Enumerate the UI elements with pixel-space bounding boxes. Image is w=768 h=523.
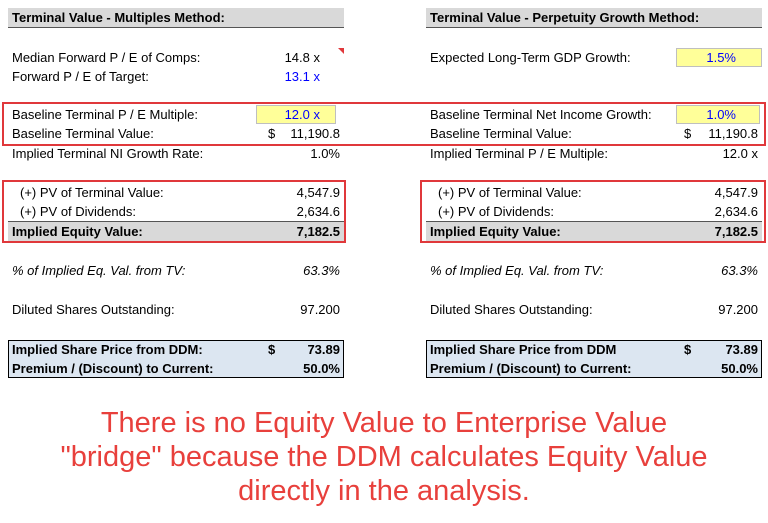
gdp-growth-value[interactable]: 1.5% bbox=[706, 50, 736, 65]
right-implied-equity-value-row[interactable]: Implied Equity Value: 7,182.5 bbox=[426, 221, 762, 241]
footnote-line-3: directly in the analysis. bbox=[238, 475, 530, 507]
terminal-ni-growth-row[interactable]: Baseline Terminal Net Income Growth: 1.0… bbox=[426, 105, 762, 124]
terminal-ni-growth-value[interactable]: 1.0% bbox=[706, 107, 736, 122]
target-pe-label: Forward P / E of Target: bbox=[12, 69, 149, 84]
pv-terminal-value-value[interactable]: 4,547.9 bbox=[296, 185, 340, 200]
right-pv-terminal-value-label: (+) PV of Terminal Value: bbox=[438, 185, 582, 200]
implied-terminal-pe-value[interactable]: 12.0 x bbox=[722, 146, 758, 161]
baseline-tv-value[interactable]: 11,190.8 bbox=[290, 126, 340, 141]
right-premium-discount-row[interactable]: Premium / (Discount) to Current: 50.0% bbox=[426, 359, 762, 378]
right-premium-discount-label: Premium / (Discount) to Current: bbox=[430, 361, 632, 376]
multiples-header-row: Terminal Value - Multiples Method: bbox=[8, 8, 344, 28]
implied-ni-growth-label: Implied Terminal NI Growth Rate: bbox=[12, 146, 204, 161]
pct-from-tv-value[interactable]: 63.3% bbox=[303, 263, 340, 278]
gdp-growth-input-cell[interactable] bbox=[676, 48, 762, 67]
diluted-shares-value[interactable]: 97.200 bbox=[300, 302, 340, 317]
right-pct-from-tv-row[interactable]: % of Implied Eq. Val. from TV: 63.3% bbox=[426, 261, 762, 280]
right-baseline-tv-row[interactable]: Baseline Terminal Value: $ 11,190.8 bbox=[426, 124, 762, 143]
pct-from-tv-row[interactable]: % of Implied Eq. Val. from TV: 63.3% bbox=[8, 261, 344, 280]
right-pv-dividends-row[interactable]: (+) PV of Dividends: 2,634.6 bbox=[426, 202, 762, 221]
footnote-line-1: There is no Equity Value to Enterprise V… bbox=[100, 407, 668, 439]
right-implied-share-price-row[interactable]: Implied Share Price from DDM $ 73.89 bbox=[426, 340, 762, 359]
right-pct-from-tv-value[interactable]: 63.3% bbox=[721, 263, 758, 278]
diluted-shares-row[interactable]: Diluted Shares Outstanding: 97.200 bbox=[8, 300, 344, 319]
implied-equity-value-label: Implied Equity Value: bbox=[12, 224, 143, 239]
bridge-explanation-note: There is no Equity Value to Enterprise V… bbox=[0, 406, 768, 508]
gdp-growth-label: Expected Long-Term GDP Growth: bbox=[430, 50, 631, 65]
pv-dividends-value[interactable]: 2,634.6 bbox=[296, 204, 340, 219]
terminal-pe-multiple-label: Baseline Terminal P / E Multiple: bbox=[12, 107, 198, 122]
implied-share-price-row[interactable]: Implied Share Price from DDM: $ 73.89 bbox=[8, 340, 344, 359]
implied-terminal-pe-label: Implied Terminal P / E Multiple: bbox=[430, 146, 608, 161]
right-premium-discount-value[interactable]: 50.0% bbox=[721, 361, 758, 376]
terminal-ni-growth-label: Baseline Terminal Net Income Growth: bbox=[430, 107, 652, 122]
perpetuity-header: Terminal Value - Perpetuity Growth Metho… bbox=[430, 10, 700, 25]
right-diluted-shares-value[interactable]: 97.200 bbox=[718, 302, 758, 317]
premium-discount-value[interactable]: 50.0% bbox=[303, 361, 340, 376]
terminal-pe-multiple-value[interactable]: 12.0 x bbox=[284, 107, 320, 122]
right-implied-equity-value-label: Implied Equity Value: bbox=[430, 224, 561, 239]
footnote-line-2: "bridge" because the DDM calculates Equi… bbox=[60, 441, 708, 473]
pct-from-tv-label: % of Implied Eq. Val. from TV: bbox=[12, 263, 186, 278]
baseline-tv-row[interactable]: Baseline Terminal Value: $ 11,190.8 bbox=[8, 124, 344, 143]
right-diluted-shares-label: Diluted Shares Outstanding: bbox=[430, 302, 593, 317]
comment-indicator-icon[interactable] bbox=[338, 48, 344, 54]
right-share-price-result-box bbox=[426, 340, 762, 378]
baseline-tv-label: Baseline Terminal Value: bbox=[12, 126, 154, 141]
right-implied-equity-value-value[interactable]: 7,182.5 bbox=[714, 224, 758, 239]
right-implied-share-price-currency: $ bbox=[684, 342, 692, 357]
pv-terminal-value-label: (+) PV of Terminal Value: bbox=[20, 185, 164, 200]
pv-dividends-row[interactable]: (+) PV of Dividends: 2,634.6 bbox=[8, 202, 344, 221]
implied-share-price-label: Implied Share Price from DDM: bbox=[12, 342, 203, 357]
implied-share-price-value[interactable]: 73.89 bbox=[307, 342, 340, 357]
premium-discount-label: Premium / (Discount) to Current: bbox=[12, 361, 214, 376]
multiples-header: Terminal Value - Multiples Method: bbox=[12, 10, 225, 25]
implied-ni-growth-row[interactable]: Implied Terminal NI Growth Rate: 1.0% bbox=[8, 144, 344, 163]
multiples-method-panel: Terminal Value - Multiples Method: Media… bbox=[8, 0, 344, 380]
target-pe-value[interactable]: 13.1 x bbox=[284, 69, 320, 84]
right-implied-share-price-value[interactable]: 73.89 bbox=[725, 342, 758, 357]
implied-share-price-currency: $ bbox=[268, 342, 276, 357]
right-baseline-tv-currency: $ bbox=[684, 126, 692, 141]
terminal-pe-multiple-row[interactable]: Baseline Terminal P / E Multiple: 12.0 x bbox=[8, 105, 344, 124]
perpetuity-growth-panel: Terminal Value - Perpetuity Growth Metho… bbox=[426, 0, 762, 380]
right-pv-terminal-value-row[interactable]: (+) PV of Terminal Value: 4,547.9 bbox=[426, 183, 762, 202]
implied-equity-value-row[interactable]: Implied Equity Value: 7,182.5 bbox=[8, 221, 344, 241]
pv-terminal-value-row[interactable]: (+) PV of Terminal Value: 4,547.9 bbox=[8, 183, 344, 202]
median-pe-row[interactable]: Median Forward P / E of Comps: 14.8 x bbox=[8, 48, 344, 67]
target-pe-row[interactable]: Forward P / E of Target: 13.1 x bbox=[8, 67, 344, 86]
premium-discount-row[interactable]: Premium / (Discount) to Current: 50.0% bbox=[8, 359, 344, 378]
implied-terminal-pe-row[interactable]: Implied Terminal P / E Multiple: 12.0 x bbox=[426, 144, 762, 163]
right-pct-from-tv-label: % of Implied Eq. Val. from TV: bbox=[430, 263, 604, 278]
right-pv-dividends-value[interactable]: 2,634.6 bbox=[714, 204, 758, 219]
pv-dividends-label: (+) PV of Dividends: bbox=[20, 204, 136, 219]
terminal-ni-growth-input-cell[interactable] bbox=[676, 105, 760, 124]
right-diluted-shares-row[interactable]: Diluted Shares Outstanding: 97.200 bbox=[426, 300, 762, 319]
terminal-pe-multiple-input-cell[interactable] bbox=[256, 105, 336, 124]
median-pe-value[interactable]: 14.8 x bbox=[284, 50, 320, 65]
median-pe-label: Median Forward P / E of Comps: bbox=[12, 50, 201, 65]
implied-ni-growth-value[interactable]: 1.0% bbox=[310, 146, 340, 161]
right-pv-terminal-value-value[interactable]: 4,547.9 bbox=[714, 185, 758, 200]
right-baseline-tv-label: Baseline Terminal Value: bbox=[430, 126, 572, 141]
share-price-result-box bbox=[8, 340, 344, 378]
right-pv-dividends-label: (+) PV of Dividends: bbox=[438, 204, 554, 219]
gdp-growth-row[interactable]: Expected Long-Term GDP Growth: 1.5% bbox=[426, 48, 762, 67]
baseline-tv-currency: $ bbox=[268, 126, 276, 141]
perpetuity-header-row: Terminal Value - Perpetuity Growth Metho… bbox=[426, 8, 762, 28]
right-baseline-tv-value[interactable]: 11,190.8 bbox=[708, 126, 758, 141]
right-implied-share-price-label: Implied Share Price from DDM bbox=[430, 342, 617, 357]
diluted-shares-label: Diluted Shares Outstanding: bbox=[12, 302, 175, 317]
implied-equity-value-value[interactable]: 7,182.5 bbox=[296, 224, 340, 239]
